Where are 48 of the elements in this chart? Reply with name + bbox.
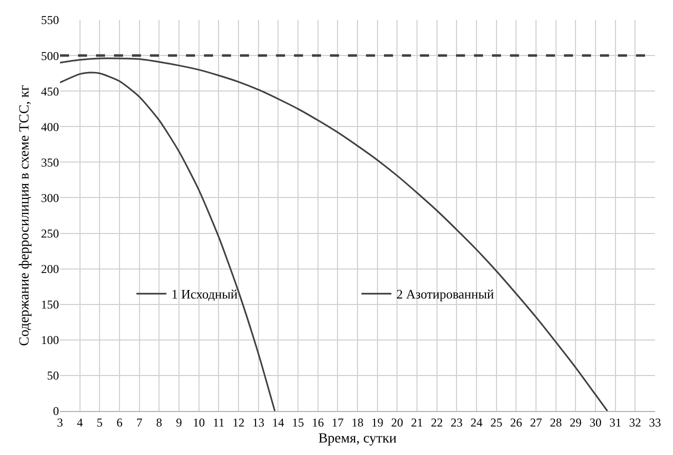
x-tick-label: 23 [450, 415, 463, 430]
x-tick-label: 16 [312, 415, 324, 430]
x-tick-label: 25 [490, 415, 502, 430]
x-tick-label: 4 [76, 415, 83, 430]
x-axis-title: Время, сутки [318, 432, 398, 447]
x-tick-label: 19 [371, 415, 384, 430]
x-tick-label: 6 [116, 415, 122, 430]
y-tick-label: 250 [41, 226, 59, 240]
y-axis-title: Содержание ферросилиция в схеме ТСС, кг [18, 84, 33, 346]
x-tick-label: 9 [176, 415, 182, 430]
x-tick-label: 27 [530, 415, 542, 430]
x-tick-label: 14 [272, 415, 284, 430]
x-tick-label: 15 [292, 415, 304, 430]
y-tick-label: 550 [41, 13, 59, 28]
x-tick-label: 17 [332, 415, 344, 430]
y-tick-label: 300 [41, 190, 59, 205]
x-tick-label: 13 [252, 415, 264, 430]
line-series [60, 72, 276, 411]
y-tick-label: 400 [41, 120, 59, 134]
x-tick-label: 12 [232, 415, 244, 430]
x-tick-label: 5 [96, 415, 103, 430]
y-tick-label: 200 [41, 262, 59, 276]
x-tick-label: 29 [570, 415, 582, 430]
x-tick-label: 26 [510, 415, 522, 430]
y-tick-label: 50 [47, 368, 59, 383]
x-tick-label: 33 [649, 415, 661, 430]
x-tick-label: 11 [212, 415, 224, 430]
y-tick-label: 450 [41, 84, 59, 98]
x-tick-label: 30 [590, 415, 602, 430]
x-tick-label: 7 [136, 415, 142, 430]
y-tick-label: 100 [41, 333, 59, 348]
x-tick-label: 24 [470, 415, 482, 430]
x-tick-label: 10 [192, 415, 205, 430]
x-tick-label: 18 [352, 415, 364, 430]
x-tick-label: 31 [609, 415, 622, 430]
y-tick-label: 150 [41, 298, 59, 312]
y-tick-label: 350 [41, 155, 59, 170]
legend-label: 1 Исходный [171, 286, 238, 302]
y-tick-label: 0 [53, 404, 59, 418]
x-tick-label: 3 [57, 415, 63, 430]
x-tick-label: 8 [156, 415, 162, 430]
y-tick-label: 500 [41, 48, 59, 63]
x-tick-label: 22 [430, 415, 443, 430]
x-tick-label: 32 [629, 415, 642, 430]
x-tick-label: 20 [391, 415, 404, 430]
x-tick-label: 21 [411, 415, 423, 430]
legend-label: 2 Азотированный [396, 286, 494, 302]
x-tick-label: 28 [550, 415, 562, 430]
